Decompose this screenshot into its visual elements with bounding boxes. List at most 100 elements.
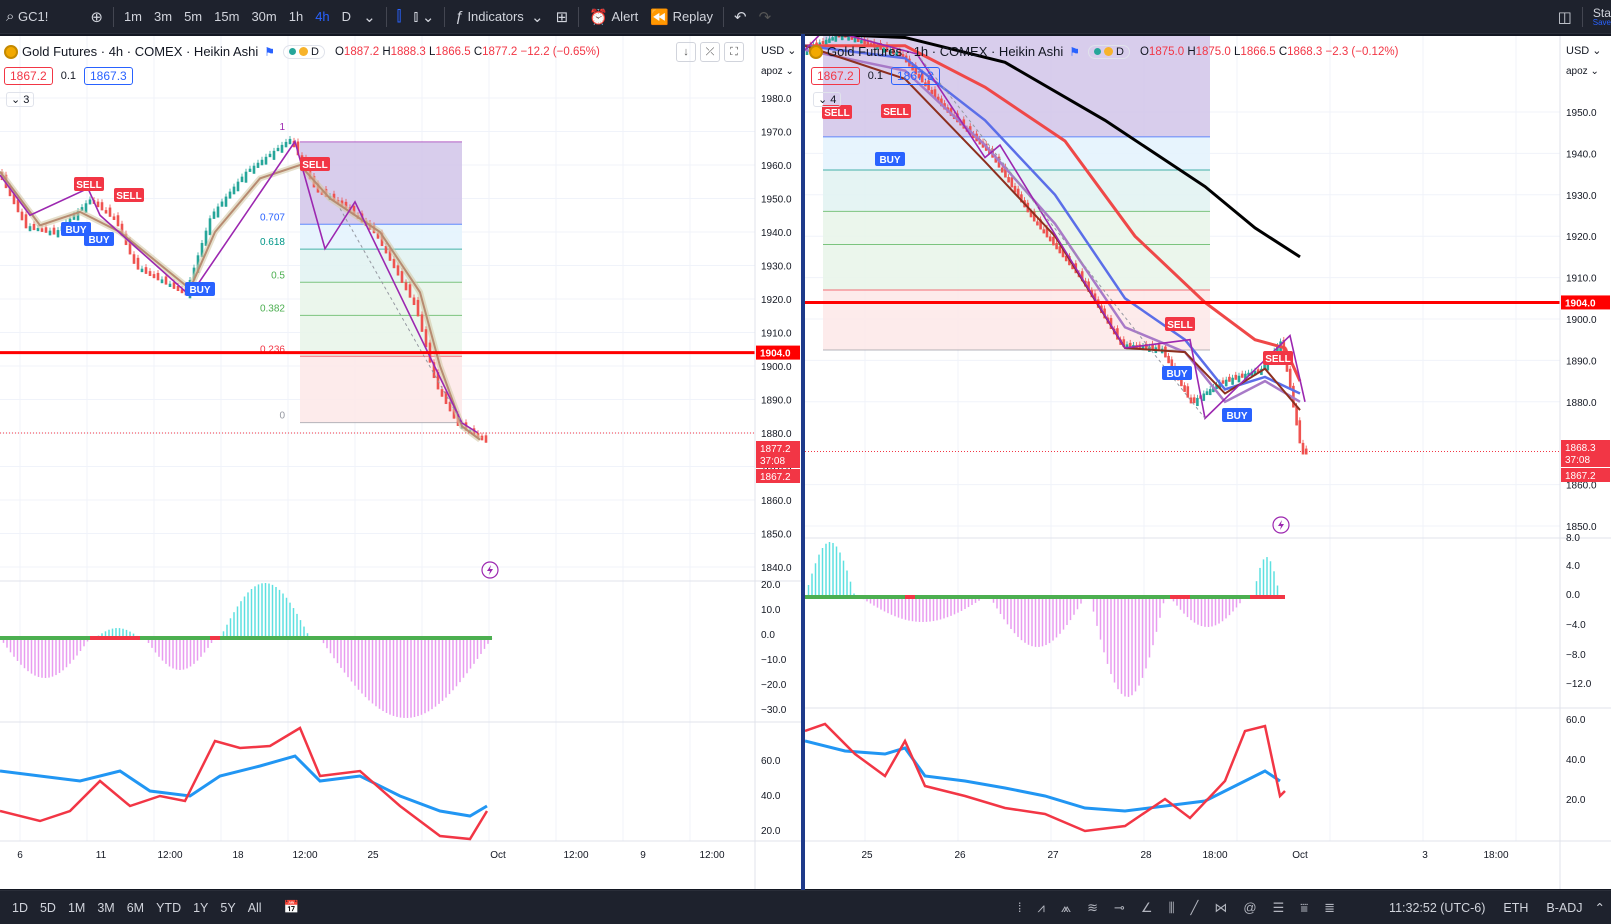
signal-badge-sell[interactable] bbox=[822, 105, 852, 119]
line-icon[interactable]: ╱ bbox=[1190, 899, 1199, 915]
signal-badge-buy[interactable] bbox=[185, 282, 215, 296]
buy-price-button[interactable]: 1867.3 bbox=[84, 67, 133, 85]
candle-body bbox=[1170, 359, 1174, 369]
candle-body bbox=[1032, 211, 1036, 222]
alert-button[interactable]: ⏰ Alert bbox=[583, 0, 644, 34]
interval-30m[interactable]: 30m bbox=[251, 9, 277, 24]
sell-price-button[interactable]: 1867.2 bbox=[4, 67, 53, 85]
range-ytd[interactable]: YTD bbox=[156, 900, 182, 915]
signal-badge-sell[interactable] bbox=[114, 188, 144, 202]
pattern-icon[interactable]: ⩘ bbox=[1037, 899, 1045, 915]
clock[interactable]: 11:32:52 (UTC-6) bbox=[1389, 900, 1486, 915]
range-all[interactable]: All bbox=[247, 900, 262, 915]
sell-price-button[interactable]: 1867.2 bbox=[811, 67, 860, 85]
last-price-label: 1877.2 bbox=[760, 444, 791, 455]
flag-icon[interactable]: ⚑ bbox=[1069, 44, 1081, 59]
settings-button[interactable]: ⌃ bbox=[1589, 900, 1611, 915]
signal-badge-buy[interactable] bbox=[1162, 366, 1192, 380]
adjustment-toggle[interactable]: B-ADJ bbox=[1546, 900, 1583, 915]
compare-button[interactable]: ⊕ bbox=[84, 0, 109, 34]
menu-lines-icon[interactable]: ≣ bbox=[1324, 899, 1336, 915]
collapse-icon[interactable]: ⤫ bbox=[700, 42, 720, 62]
grid-icon: ⊞ bbox=[555, 8, 569, 26]
chart-type-button[interactable]: ⫾ ⌄ bbox=[407, 0, 440, 34]
range-5y[interactable]: 5Y bbox=[220, 900, 236, 915]
lightning-alert-icon[interactable] bbox=[481, 561, 499, 579]
signal-badge-sell[interactable] bbox=[881, 104, 911, 118]
interval-15m[interactable]: 15m bbox=[214, 9, 240, 24]
chart-pane-right[interactable]: SELL SELL BUY SELL BUY BUY SELL 1950.0 1940.0 193… bbox=[805, 36, 1611, 889]
undo-button[interactable]: ↶ bbox=[728, 0, 753, 34]
arrow-down-icon[interactable]: ↓ bbox=[676, 42, 696, 62]
redo-button[interactable]: ↷ bbox=[753, 0, 778, 34]
candle-body bbox=[52, 227, 56, 235]
horizontal-ray-icon[interactable]: ⊸ bbox=[1114, 899, 1125, 915]
interval-d[interactable]: D bbox=[341, 9, 352, 24]
signal-badge-buy[interactable] bbox=[1222, 408, 1252, 422]
range-6m[interactable]: 6M bbox=[126, 900, 145, 915]
symbol-search[interactable]: ⌕ GC1! bbox=[0, 0, 54, 34]
lightning-alert-icon[interactable] bbox=[1272, 516, 1290, 534]
save-button[interactable]: Sta Save bbox=[1587, 0, 1611, 34]
goto-date-button[interactable]: 📅 bbox=[278, 900, 306, 915]
parallel-channel-icon[interactable]: ⩸ bbox=[1300, 899, 1309, 915]
fib-icon[interactable]: ⫼ bbox=[1168, 899, 1175, 915]
abc-pattern-icon[interactable]: ⩕ bbox=[1060, 899, 1072, 915]
bar-style-button[interactable]: ⫿ bbox=[391, 0, 408, 34]
candle-body bbox=[1020, 194, 1023, 203]
data-status-pill[interactable]: D bbox=[1088, 44, 1130, 59]
signal-badge-buy[interactable] bbox=[61, 222, 91, 236]
signal-badge-sell[interactable] bbox=[1263, 351, 1293, 365]
interval-dropdown[interactable]: ⌄ bbox=[357, 0, 382, 34]
candle-body bbox=[244, 171, 248, 183]
signal-badge-sell[interactable] bbox=[1165, 317, 1195, 331]
signal-badge-buy[interactable] bbox=[875, 152, 905, 166]
position-icon[interactable]: ☰ bbox=[1272, 899, 1285, 915]
chart-canvas-right[interactable]: SELL SELL BUY SELL BUY BUY SELL 1950.0 1940.0 193… bbox=[805, 36, 1611, 889]
interval-1m[interactable]: 1m bbox=[123, 9, 143, 24]
templates-button[interactable]: ⊞ bbox=[550, 0, 575, 34]
channel-icon[interactable]: ≋ bbox=[1087, 899, 1098, 915]
layout-button[interactable]: ◫ bbox=[1552, 0, 1578, 34]
price-tick: 1920.0 bbox=[1566, 232, 1597, 243]
scale-mode-selector[interactable]: apoz ⌄ bbox=[761, 66, 794, 77]
range-1m[interactable]: 1M bbox=[67, 900, 86, 915]
drag-handle-icon[interactable]: ⁞ bbox=[1017, 899, 1022, 915]
range-1y[interactable]: 1Y bbox=[193, 900, 209, 915]
signal-label: SELL bbox=[883, 107, 909, 118]
oscillator-tick: 0.0 bbox=[1566, 590, 1580, 601]
data-status-pill[interactable]: D bbox=[283, 44, 325, 59]
session-toggle[interactable]: ETH bbox=[1503, 900, 1529, 915]
maximize-icon[interactable]: ⛶ bbox=[724, 42, 744, 62]
interval-3m[interactable]: 3m bbox=[154, 9, 173, 24]
candle-body bbox=[408, 284, 412, 298]
scale-mode-selector[interactable]: apoz ⌄ bbox=[1566, 66, 1599, 77]
signal-badge-buy[interactable] bbox=[84, 232, 114, 246]
indicator-collapse-button[interactable]: ⌄ 3 bbox=[6, 92, 35, 107]
spiral-icon[interactable]: @ bbox=[1243, 899, 1257, 915]
buy-price-button[interactable]: 1867.3 bbox=[891, 67, 940, 85]
separator bbox=[1581, 6, 1583, 27]
interval-4h[interactable]: 4h bbox=[315, 9, 330, 24]
flag-icon[interactable]: ⚑ bbox=[264, 44, 276, 59]
currency-selector[interactable]: USD ⌄ bbox=[1566, 45, 1602, 57]
replay-button[interactable]: ⏪ Replay bbox=[644, 0, 719, 34]
currency-selector[interactable]: USD ⌄ bbox=[761, 45, 797, 57]
chart-canvas-left[interactable]: 10.7070.6180.50.3820.2360SELLSELLBUYBUYB… bbox=[0, 36, 801, 889]
indicator-collapse-button[interactable]: ⌄ 4 bbox=[813, 92, 842, 107]
signal-badge-sell[interactable] bbox=[74, 177, 104, 191]
chart-pane-left[interactable]: 1 0.707 0.618 0.5 0.382 0.236 0 SELL SELL BUY BUY B… bbox=[0, 36, 801, 889]
interval-1h[interactable]: 1h bbox=[288, 9, 304, 24]
drawing-tools: ⁞ ⩘ ⩕ ≋ ⊸ ∠ ⫼ ╱ ⋈ @ ☰ ⩸ ≣ bbox=[1010, 900, 1343, 916]
trend-angle-icon[interactable]: ∠ bbox=[1140, 899, 1153, 915]
xabcd-icon[interactable]: ⋈ bbox=[1214, 899, 1228, 915]
interval-5m[interactable]: 5m bbox=[184, 9, 203, 24]
candle-body bbox=[412, 297, 416, 306]
range-5d[interactable]: 5D bbox=[39, 900, 56, 915]
range-3m[interactable]: 3M bbox=[97, 900, 115, 915]
signal-badge-sell[interactable] bbox=[300, 157, 330, 171]
pane-divider[interactable] bbox=[801, 34, 805, 890]
range-1d[interactable]: 1D bbox=[12, 900, 28, 915]
indicators-button[interactable]: ƒ Indicators ⌄ bbox=[449, 0, 549, 34]
candle-body bbox=[1045, 227, 1049, 238]
